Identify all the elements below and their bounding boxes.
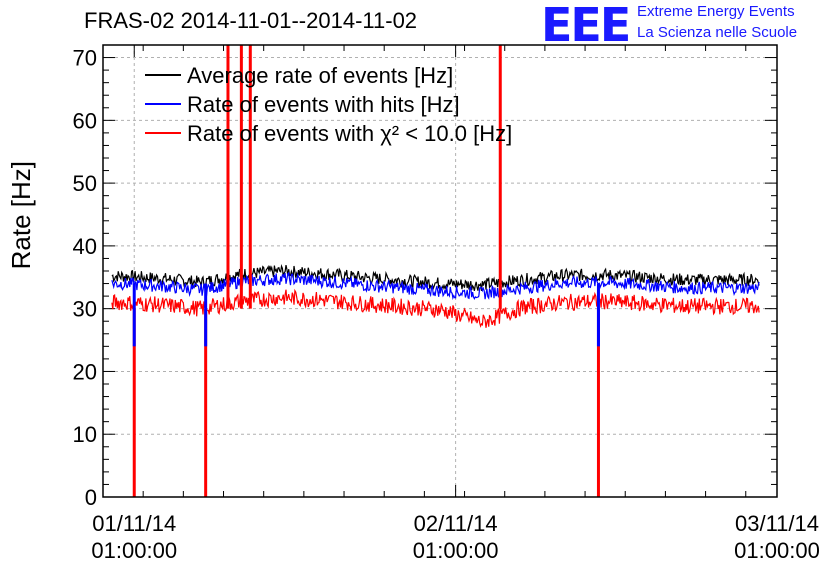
series-line-1 xyxy=(111,263,760,291)
y-tick-label: 40 xyxy=(73,234,97,259)
y-axis-title: Rate [Hz] xyxy=(6,161,36,269)
legend-label-1: Average rate of events [Hz] xyxy=(187,63,453,88)
brand-line-1: Extreme Energy Events xyxy=(637,3,795,20)
legend-label-3: Rate of events with χ² < 10.0 [Hz] xyxy=(187,121,512,146)
plot-frame xyxy=(102,44,778,498)
x-tick-label-time: 01:00:00 xyxy=(734,538,820,563)
y-tick-label: 10 xyxy=(73,422,97,447)
y-tick-label: 30 xyxy=(73,297,97,322)
series-line-3 xyxy=(111,288,760,328)
y-tick-label: 20 xyxy=(73,359,97,384)
brand-line-2: La Scienza nelle Scuole xyxy=(637,24,798,41)
y-tick-label: 50 xyxy=(73,171,97,196)
eee-logo: EEE xyxy=(541,0,631,52)
x-tick-label-date: 01/11/14 xyxy=(92,511,176,536)
x-tick-label-time: 01:00:00 xyxy=(91,538,177,563)
x-tick-label-date: 02/11/14 xyxy=(414,511,498,536)
y-tick-label: 70 xyxy=(73,46,97,71)
legend-label-2: Rate of events with hits [Hz] xyxy=(187,92,460,117)
y-tick-label: 0 xyxy=(85,485,97,510)
x-tick-label-time: 01:00:00 xyxy=(413,538,499,563)
series-line-2 xyxy=(111,271,760,301)
x-tick-label-date: 03/11/14 xyxy=(735,511,819,536)
y-tick-label: 60 xyxy=(73,108,97,133)
chart-title: FRAS-02 2014-11-01--2014-11-02 xyxy=(84,8,418,33)
